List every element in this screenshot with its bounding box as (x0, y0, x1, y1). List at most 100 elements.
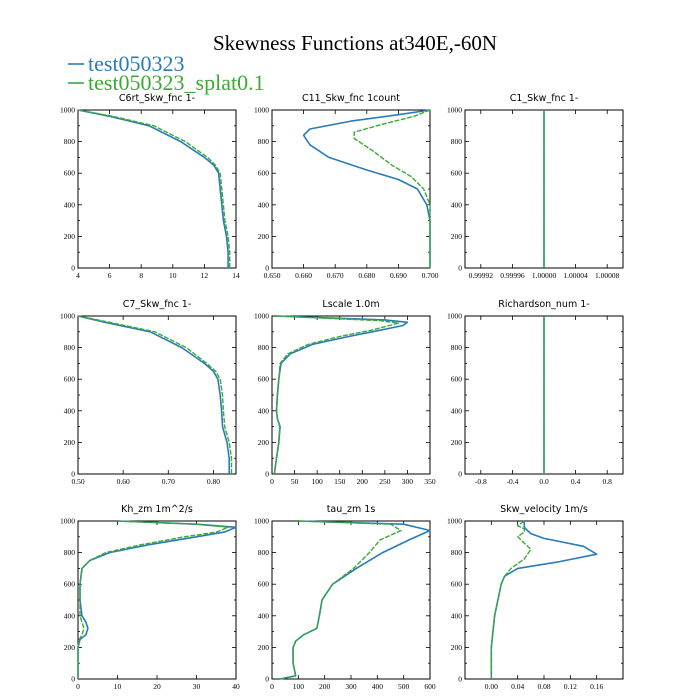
series-line-test050323 (77, 520, 237, 679)
plot-frame (271, 315, 431, 475)
x-tick-label: 0.700 (422, 271, 439, 280)
x-tick-label: 0.08 (537, 682, 550, 691)
panel-title: C7_Skw_fnc 1- (123, 299, 192, 310)
x-tick-label: 300 (345, 682, 357, 691)
series-line-splat (77, 109, 231, 268)
panel-6: Richardson_num 1- 0 200 400 600 800 1000 -0.8 -0… (447, 299, 624, 486)
x-tick-label: 0.60 (117, 477, 130, 486)
x-tick-label: 150 (334, 477, 346, 486)
x-tick-label: 0.4 (571, 477, 581, 486)
y-tick-label: 800 (64, 548, 76, 557)
x-tick-label: 0.690 (390, 271, 407, 280)
x-tick-label: 350 (424, 477, 436, 486)
plot-frame (271, 520, 431, 680)
x-tick-label: 40 (232, 682, 240, 691)
series-line-splat (490, 520, 532, 679)
y-tick-label: 600 (258, 169, 270, 178)
x-tick-label: 100 (293, 682, 305, 691)
panel-7: Kh_zm 1m^2/s 0 200 400 600 800 1000 0 10 20 30 40 (60, 504, 240, 691)
x-tick-label: 4 (76, 271, 80, 280)
x-tick-label: 100 (312, 477, 324, 486)
series-line-test050323 (273, 315, 409, 475)
y-tick-label: 400 (64, 406, 76, 415)
legend-label-2: test050323_splat0.1 (88, 70, 265, 95)
y-tick-label: 400 (64, 611, 76, 620)
plot-frame (77, 109, 237, 269)
panel-8: tau_zm 1s 0 200 400 600 800 1000 0 100 200 300 400 5… (254, 504, 436, 691)
x-tick-label: -0.8 (475, 477, 487, 486)
y-tick-label: 400 (451, 200, 463, 209)
x-tick-label: 300 (402, 477, 414, 486)
x-tick-label: 0.99996 (500, 271, 525, 280)
x-tick-label: 1.00008 (595, 271, 620, 280)
x-tick-label: 0.12 (564, 682, 577, 691)
x-tick-label: 1.00000 (532, 271, 557, 280)
plot-frame (77, 520, 237, 680)
panel-title: Kh_zm 1m^2/s (121, 504, 193, 515)
x-tick-label: 0.00 (485, 682, 498, 691)
x-tick-label: 0 (270, 477, 274, 486)
x-tick-label: 0.16 (590, 682, 603, 691)
y-tick-label: 800 (258, 343, 270, 352)
x-tick-label: 6 (108, 271, 112, 280)
y-tick-label: 1000 (254, 517, 269, 526)
y-tick-label: 800 (451, 137, 463, 146)
x-tick-label: 14 (232, 271, 240, 280)
legend-label-1: test050323 (88, 51, 185, 76)
y-tick-label: 1000 (60, 517, 75, 526)
y-tick-label: 200 (258, 643, 270, 652)
y-tick-label: 1000 (254, 312, 269, 321)
y-tick-label: 1000 (60, 312, 75, 321)
y-tick-label: 0 (265, 264, 269, 273)
y-tick-label: 0 (458, 264, 462, 273)
panel-1: C6rt_Skw_fnc 1- 0 200 400 600 800 1000 4 6 8 10 12 1… (60, 93, 240, 280)
x-tick-label: 0 (76, 682, 80, 691)
y-tick-label: 1000 (447, 106, 462, 115)
y-tick-label: 600 (451, 375, 463, 384)
y-tick-label: 400 (451, 406, 463, 415)
x-tick-label: 0 (270, 682, 274, 691)
y-tick-label: 200 (258, 438, 270, 447)
x-tick-label: 600 (424, 682, 436, 691)
y-tick-label: 0 (265, 675, 269, 684)
panel-title: Lscale 1.0m (322, 299, 379, 310)
x-tick-label: 10 (114, 682, 122, 691)
panel-title: Skw_velocity 1m/s (500, 504, 588, 515)
x-tick-label: 0.650 (264, 271, 281, 280)
y-tick-label: 600 (64, 375, 76, 384)
plot-frame (77, 315, 237, 475)
y-tick-label: 400 (451, 611, 463, 620)
y-tick-label: 400 (64, 200, 76, 209)
y-tick-label: 600 (258, 375, 270, 384)
series-line-test050323 (77, 315, 230, 474)
series-line-splat (77, 520, 229, 679)
x-tick-label: 1.00004 (563, 271, 588, 280)
x-tick-label: 30 (193, 682, 201, 691)
y-tick-label: 800 (451, 548, 463, 557)
y-tick-label: 200 (451, 232, 463, 241)
y-tick-label: 200 (451, 438, 463, 447)
y-tick-label: 0 (71, 675, 75, 684)
y-tick-label: 800 (64, 137, 76, 146)
x-tick-label: 0.04 (511, 682, 524, 691)
y-tick-label: 400 (258, 611, 270, 620)
y-tick-label: 600 (64, 169, 76, 178)
series-line-splat (77, 315, 233, 474)
y-tick-label: 600 (451, 580, 463, 589)
x-tick-label: 500 (398, 682, 410, 691)
series-line-test050323 (490, 521, 598, 679)
y-tick-label: 0 (71, 264, 75, 273)
y-tick-label: 200 (64, 643, 76, 652)
series-line-test050323 (77, 109, 229, 268)
y-tick-label: 1000 (447, 312, 462, 321)
panel-title: tau_zm 1s (327, 504, 376, 515)
y-tick-label: 1000 (254, 106, 269, 115)
x-tick-label: 0.80 (207, 477, 220, 486)
x-tick-label: 0.70 (162, 477, 175, 486)
y-tick-label: 0 (458, 675, 462, 684)
series-line-splat (273, 315, 400, 475)
panel-5: Lscale 1.0m 0 200 400 600 800 1000 0 50 100 150 200… (254, 299, 436, 486)
x-tick-label: 0.50 (71, 477, 84, 486)
